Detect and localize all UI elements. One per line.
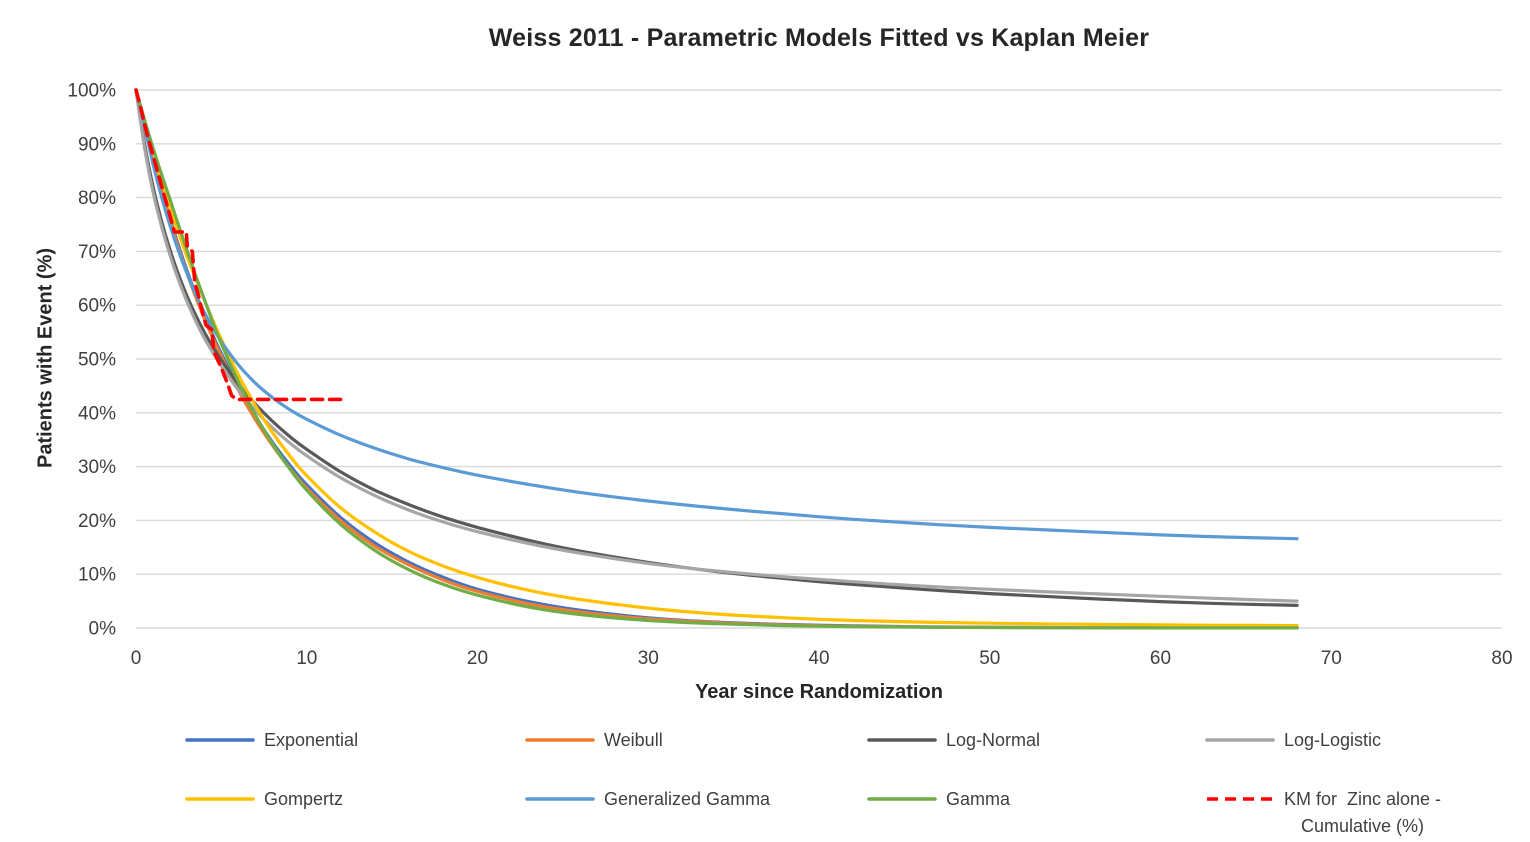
series-line-gompertz bbox=[134, 88, 1299, 628]
y-tick-label: 80% bbox=[78, 188, 116, 209]
y-tick-label: 10% bbox=[78, 565, 116, 586]
x-tick-label: 70 bbox=[1321, 648, 1342, 669]
y-tick-label: 70% bbox=[78, 242, 116, 263]
series-line-log-normal bbox=[134, 88, 1299, 607]
y-tick-label: 30% bbox=[78, 457, 116, 478]
y-tick-label: 100% bbox=[67, 81, 116, 102]
y-tick-label: 50% bbox=[78, 350, 116, 371]
x-tick-label: 30 bbox=[638, 648, 659, 669]
y-tick-label: 90% bbox=[78, 134, 116, 155]
x-axis-title: Year since Randomization bbox=[695, 681, 943, 703]
series-line-log-logistic bbox=[134, 88, 1299, 603]
x-tick-label: 0 bbox=[131, 648, 142, 669]
x-tick-label: 10 bbox=[296, 648, 317, 669]
y-tick-label: 20% bbox=[78, 511, 116, 532]
x-tick-label: 80 bbox=[1491, 648, 1512, 669]
x-tick-label: 20 bbox=[467, 648, 488, 669]
y-tick-label: 60% bbox=[78, 296, 116, 317]
series-line-gamma bbox=[134, 88, 1299, 630]
chart-title: Weiss 2011 - Parametric Models Fitted vs… bbox=[488, 24, 1150, 52]
x-tick-label: 60 bbox=[1150, 648, 1171, 669]
y-tick-label: 0% bbox=[89, 619, 117, 640]
series-line-km-for-zinc-alone-cumulative bbox=[134, 88, 347, 402]
x-tick-label: 50 bbox=[979, 648, 1000, 669]
series-line-generalized-gamma bbox=[134, 88, 1299, 541]
x-tick-label: 40 bbox=[808, 648, 829, 669]
y-tick-label: 40% bbox=[78, 403, 116, 424]
